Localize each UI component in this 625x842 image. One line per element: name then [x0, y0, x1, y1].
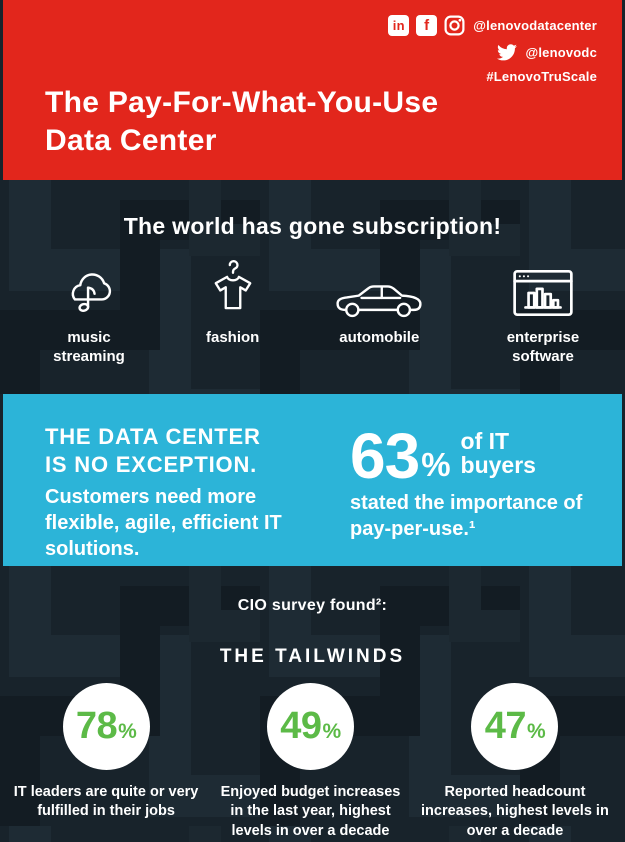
stat-headcount: 47 % Reported headcount increases, highe…	[413, 683, 617, 841]
exception-heading-line2: IS NO EXCEPTION.	[45, 452, 258, 478]
exception-heading: THE DATA CENTER IS NO EXCEPTION.	[45, 423, 317, 479]
subscription-item-label: automobile	[339, 329, 420, 346]
exception-stat-block: 63 % of IT buyers stated the importance …	[350, 420, 606, 543]
subscription-heading: The world has gone subscription!	[123, 213, 502, 239]
stat-63-description: stated the importance of pay-per-use.¹	[350, 492, 583, 540]
stat-number: 78	[75, 705, 118, 747]
cio-survey-intro: CIO survey found²:	[237, 597, 388, 614]
subscription-item-automobile: automobile	[333, 256, 425, 367]
instagram-icon[interactable]	[444, 15, 465, 36]
subscription-item-fashion: fashion	[204, 256, 262, 367]
automobile-icon	[333, 256, 425, 322]
stat-63-label: of IT buyers	[460, 428, 536, 478]
stat-circle: 78 %	[62, 683, 150, 770]
twitter-icon[interactable]	[497, 44, 518, 61]
stat-budget: 49 % Enjoyed budget increases in the las…	[208, 683, 412, 841]
stat-caption: Reported headcount increases, highest le…	[421, 784, 609, 839]
page-title-line2: Data Center	[45, 124, 217, 158]
stat-fulfilled: 78 % IT leaders are quite or very fulfil…	[4, 683, 208, 841]
stat-circle: 49 %	[267, 683, 354, 770]
facebook-icon[interactable]: f	[416, 15, 438, 36]
campaign-hashtag: #LenovoTruScale	[486, 69, 597, 84]
social-row-twitter: @lenovodc	[497, 44, 597, 61]
subscription-item-label: enterprise software	[506, 329, 580, 365]
stat-value: 47 %	[484, 705, 546, 748]
exception-section: THE DATA CENTER IS NO EXCEPTION. Custome…	[3, 394, 622, 566]
subscription-item-label: fashion	[205, 329, 260, 346]
music-streaming-icon	[59, 256, 119, 322]
subscription-section: The world has gone subscription! music s…	[0, 180, 625, 394]
linkedin-handle: @lenovodatacenter	[473, 18, 597, 33]
tailwinds-heading: THE TAILWINDS	[219, 646, 406, 667]
stat-value: 78 %	[75, 705, 137, 748]
social-icon-group: in f	[388, 15, 465, 36]
tailwinds-stats: 78 % IT leaders are quite or very fulfil…	[0, 668, 625, 841]
fashion-icon	[204, 256, 262, 322]
exception-subtext: Customers need more flexible, agile, eff…	[45, 486, 282, 561]
stat-number: 47	[484, 705, 527, 747]
stat-63-percent: %	[421, 446, 451, 484]
stat-percent: %	[526, 720, 546, 743]
subscription-item-music: music streaming	[46, 256, 132, 367]
page-title-line1: The Pay-For-What-You-Use	[45, 86, 439, 119]
stat-value: 49 %	[280, 705, 342, 748]
stat-63-row: 63 % of IT buyers	[350, 420, 606, 492]
stat-number: 49	[280, 705, 322, 747]
social-row-hashtag: #LenovoTruScale	[486, 69, 597, 84]
enterprise-software-icon	[510, 256, 576, 322]
social-links: in f @lenovodatacenter	[388, 15, 597, 84]
subscription-items: music streaming fashion	[0, 240, 625, 367]
stat-caption: IT leaders are quite or very fulfilled i…	[13, 784, 199, 820]
stat-circle: 47 %	[471, 683, 559, 770]
subscription-item-label: music streaming	[53, 329, 125, 365]
linkedin-icon[interactable]: in	[388, 15, 410, 36]
stat-caption: Enjoyed budget increases in the last yea…	[220, 784, 401, 839]
tailwinds-section: CIO survey found²: THE TAILWINDS 78 % IT…	[0, 566, 625, 842]
background-pattern	[0, 180, 625, 394]
exception-heading-line1: THE DATA CENTER	[45, 424, 261, 449]
page-title: The Pay-For-What-You-Use Data Center	[45, 84, 438, 160]
twitter-handle: @lenovodc	[525, 45, 597, 60]
social-row-main: in f @lenovodatacenter	[388, 15, 597, 36]
subscription-item-enterprise: enterprise software	[497, 256, 589, 367]
stat-63-value: 63	[350, 420, 420, 492]
stat-percent: %	[322, 720, 342, 743]
header-section: in f @lenovodatacenter	[3, 0, 622, 180]
exception-text-block: THE DATA CENTER IS NO EXCEPTION. Custome…	[45, 423, 317, 562]
stat-percent: %	[118, 720, 137, 743]
